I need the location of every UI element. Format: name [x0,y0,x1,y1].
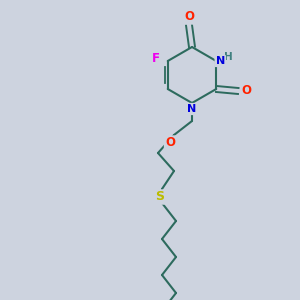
Text: H: H [224,52,233,62]
Text: O: O [241,85,251,98]
Text: N: N [216,56,225,66]
Text: O: O [165,136,175,149]
Text: O: O [184,11,194,23]
Text: F: F [152,52,160,65]
Text: S: S [155,190,164,203]
Text: N: N [188,104,196,114]
